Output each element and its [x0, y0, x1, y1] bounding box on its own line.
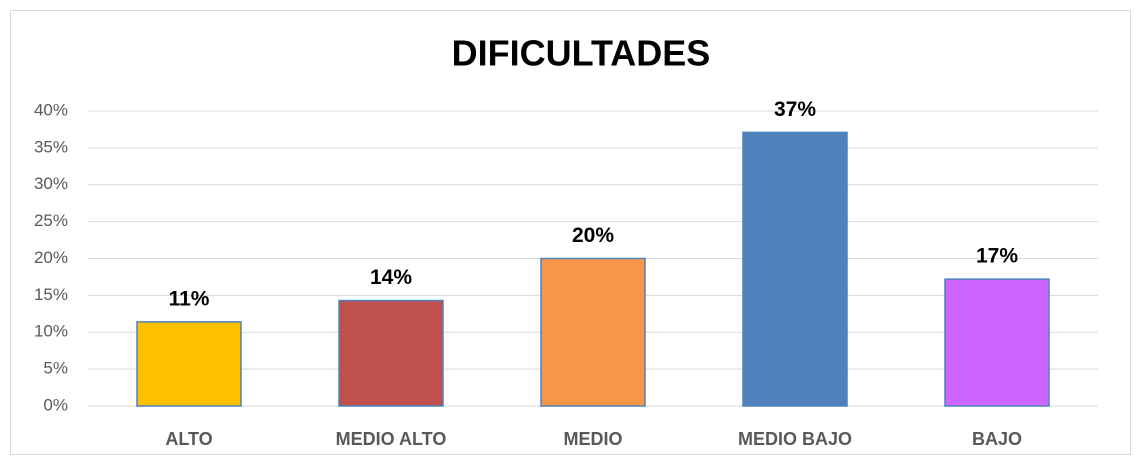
bar — [944, 278, 1050, 407]
y-tick-label: 15% — [34, 285, 68, 304]
x-tick-label: MEDIO — [563, 429, 622, 449]
y-tick-label: 5% — [43, 359, 68, 378]
y-tick-label: 10% — [34, 322, 68, 341]
x-tick-label: MEDIO ALTO — [336, 429, 447, 449]
chart-title: DIFICULTADES — [452, 33, 711, 74]
bar — [540, 257, 646, 407]
value-label: 11% — [169, 287, 210, 310]
y-tick-label: 0% — [43, 395, 68, 414]
y-tick-label: 25% — [34, 211, 68, 230]
x-tick-label: MEDIO BAJO — [738, 429, 852, 449]
value-label: 17% — [976, 245, 1018, 268]
y-tick-label: 20% — [34, 248, 68, 267]
bar — [338, 299, 444, 407]
y-tick-label: 30% — [34, 174, 68, 193]
bar — [742, 131, 848, 407]
value-label: 14% — [370, 266, 412, 289]
value-label: 37% — [774, 98, 816, 121]
x-tick-label: ALTO — [165, 429, 212, 449]
y-tick-label: 35% — [34, 137, 68, 156]
value-label: 20% — [572, 224, 614, 247]
bar — [136, 321, 242, 407]
y-tick-label: 40% — [34, 100, 68, 119]
x-tick-label: BAJO — [972, 429, 1022, 449]
